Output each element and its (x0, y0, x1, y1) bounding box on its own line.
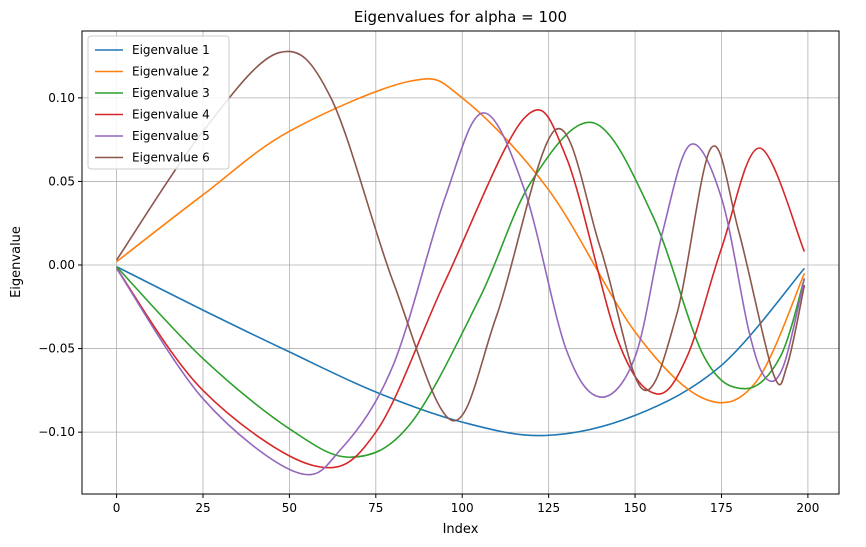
y-tick-label: 0.05 (48, 174, 75, 188)
plot-frame (81, 30, 840, 495)
y-tick-label: −0.05 (38, 342, 75, 356)
x-tick-label: 125 (537, 501, 560, 515)
chart-title: Eigenvalues for alpha = 100 (354, 8, 567, 26)
legend-box (87, 35, 230, 170)
series-line-eigenvalue-6 (115, 50, 806, 422)
series-line-eigenvalue-5 (115, 112, 806, 476)
y-tick-label: 0.00 (48, 258, 75, 272)
legend: Eigenvalue 1 Eigenvalue 2 Eigenvalue 3 Eige… (87, 35, 230, 170)
series-line-eigenvalue-1 (116, 265, 806, 437)
legend-entry: Eigenvalue 6 (132, 151, 210, 165)
x-tick-label: 100 (451, 501, 474, 515)
legend-entry: Eigenvalue 5 (132, 129, 210, 143)
legend-entry: Eigenvalue 2 (132, 65, 210, 79)
grid (82, 31, 839, 494)
x-tick-label: 200 (796, 501, 819, 515)
series-line-eigenvalue-3 (116, 121, 806, 459)
x-tick-label: 50 (282, 501, 297, 515)
x-tick-label: 25 (195, 501, 210, 515)
legend-entry: Eigenvalue 4 (132, 108, 210, 122)
legend-entry: Eigenvalue 3 (132, 86, 210, 100)
x-tick-label: 75 (368, 501, 383, 515)
series-lines (115, 50, 806, 476)
x-tick-label: 175 (710, 501, 733, 515)
y-ticks: −0.10 −0.05 0.00 0.05 0.10 (38, 91, 82, 439)
x-tick-label: 150 (624, 501, 647, 515)
y-tick-label: −0.10 (38, 425, 75, 439)
x-axis-label: Index (443, 522, 479, 537)
legend-entry: Eigenvalue 1 (132, 43, 210, 57)
x-ticks: 0 25 50 75 100 125 150 175 200 (113, 494, 819, 515)
series-line-eigenvalue-4 (115, 109, 806, 469)
y-axis-label: Eigenvalue (9, 226, 24, 298)
y-tick-label: 0.10 (48, 91, 75, 105)
series-line-eigenvalue-2 (116, 78, 806, 404)
x-tick-label: 0 (113, 501, 121, 515)
